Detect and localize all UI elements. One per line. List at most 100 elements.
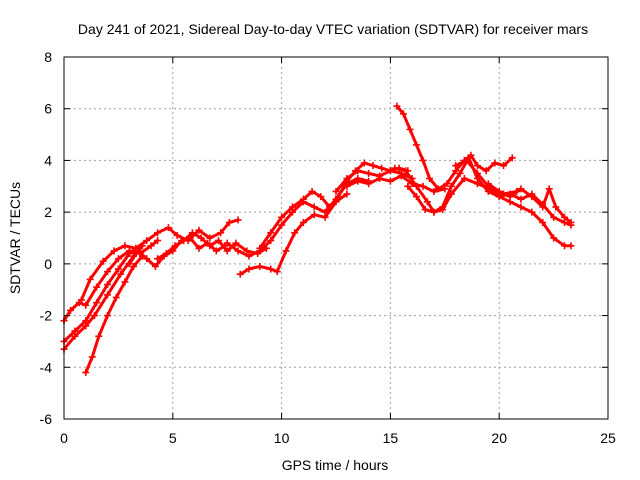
data-point [434,185,442,193]
data-point [473,180,481,188]
data-point [147,242,155,250]
data-point [354,177,362,185]
data-point [86,275,94,283]
y-tick-label: -2 [40,308,53,324]
series-arc-12 [343,172,449,195]
data-point [539,218,547,226]
data-point [112,293,120,301]
data-point [560,242,568,250]
data-point [299,195,307,203]
data-point [236,270,244,278]
data-point [430,187,438,195]
data-point [114,255,122,263]
y-tick-label: -4 [40,359,53,375]
y-tick-label: -6 [40,411,53,427]
data-point [125,250,133,258]
data-point [508,154,516,162]
data-point [491,159,499,167]
data-point [460,175,468,183]
data-point [463,156,471,164]
data-point [267,265,275,273]
data-point [173,231,181,239]
data-point [334,193,342,201]
data-point [419,156,427,164]
data-point [419,182,427,190]
data-point [452,162,460,170]
data-point [90,312,98,320]
data-point [310,203,318,211]
x-tick-label: 0 [60,430,68,446]
series-trace [395,104,514,191]
data-point [443,180,451,188]
data-point [88,353,96,361]
plot-frame [63,56,609,420]
data-point [143,237,151,245]
data-point [164,224,172,232]
y-tick-label: 2 [44,204,52,220]
data-point [386,177,394,185]
data-point [308,187,316,195]
data-point [104,268,112,276]
data-point [404,182,412,190]
x-tick-label: 25 [600,430,616,446]
data-point [528,208,536,216]
data-point [343,190,351,198]
data-point [82,322,90,330]
data-point [104,281,112,289]
series-arc-6 [125,234,229,270]
data-point [95,332,103,340]
data-point [484,180,492,188]
data-point [99,257,107,265]
data-point [114,265,122,273]
data-point [273,268,281,276]
data-point [206,234,214,242]
data-point [125,260,133,268]
data-point [473,169,481,177]
data-point [365,169,373,177]
data-point [517,185,525,193]
data-point [93,299,101,307]
data-point [121,278,129,286]
data-point [550,213,558,221]
data-point [321,213,329,221]
data-point [552,203,560,211]
series-arc-7 [154,229,270,263]
series-trace [79,218,240,302]
data-point [245,252,253,260]
data-point [151,262,159,270]
series-trace [62,246,138,343]
grid [64,57,608,419]
data-point [188,229,196,237]
series-trace [454,158,573,248]
data-point [195,226,203,234]
data-point [214,237,222,245]
series-arc-16 [452,156,575,250]
data-point [421,206,429,214]
series-arc-13 [393,102,516,193]
data-point [447,182,455,190]
data-point [282,247,290,255]
data-point [500,162,508,170]
x-tick-label: 20 [491,430,507,446]
data-point [104,312,112,320]
data-point [528,193,536,201]
series-arc-8 [223,175,373,260]
data-point [206,242,214,250]
data-point [393,102,401,110]
data-point [143,255,151,263]
series-trace [486,182,573,224]
data-point [413,193,421,201]
axis-ticks: 0 5 10 15 20 25 -6 -4 -2 0 2 4 6 8 [40,49,616,446]
data-point [134,247,142,255]
data-point [426,175,434,183]
data-point [256,244,264,252]
data-point [212,247,220,255]
data-point [567,218,575,226]
data-point [71,332,79,340]
chart-title: Day 241 of 2021, Sidereal Day-to-day VTE… [78,21,588,37]
data-point [482,167,490,175]
data-point [82,368,90,376]
data-point [365,180,373,188]
data-point [495,187,503,195]
